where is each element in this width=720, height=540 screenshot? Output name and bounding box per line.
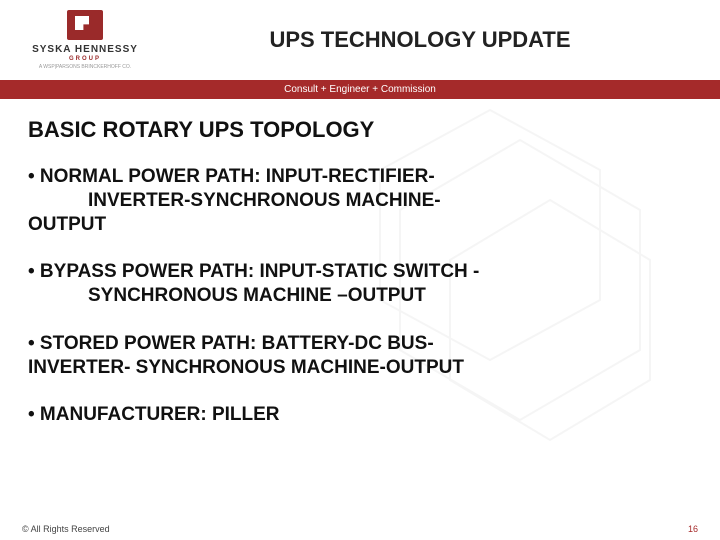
logo-icon: [67, 10, 103, 40]
page-title: UPS TECHNOLOGY UPDATE: [150, 27, 720, 53]
copyright: © All Rights Reserved: [22, 524, 110, 534]
logo: SYSKA HENNESSY GROUP A WSP|PARSONS BRINC…: [20, 10, 150, 70]
tagline-bar: Consult + Engineer + Commission: [0, 80, 720, 99]
header: SYSKA HENNESSY GROUP A WSP|PARSONS BRINC…: [0, 0, 720, 80]
bullet-stored-power: • STORED POWER PATH: BATTERY-DC BUS- INV…: [28, 332, 692, 380]
bullet-manufacturer: • MANUFACTURER: PILLER: [28, 403, 692, 427]
logo-sub: GROUP: [69, 56, 101, 62]
bullet-line: SYNCHRONOUS MACHINE –OUTPUT: [28, 284, 692, 308]
bullet-line: OUTPUT: [28, 213, 692, 237]
bullet-normal-power: • NORMAL POWER PATH: INPUT-RECTIFIER- IN…: [28, 165, 692, 236]
bullet-line: • STORED POWER PATH: BATTERY-DC BUS-: [28, 332, 692, 356]
bullet-line: • MANUFACTURER: PILLER: [28, 403, 692, 427]
bullet-line: • BYPASS POWER PATH: INPUT-STATIC SWITCH…: [28, 260, 692, 284]
logo-tagline: A WSP|PARSONS BRINCKERHOFF CO.: [39, 64, 131, 70]
slide-title: BASIC ROTARY UPS TOPOLOGY: [28, 117, 692, 143]
bullet-line: INVERTER-SYNCHRONOUS MACHINE-: [28, 189, 692, 213]
footer: © All Rights Reserved 16: [0, 524, 720, 534]
page-number: 16: [688, 524, 698, 534]
bullet-bypass-power: • BYPASS POWER PATH: INPUT-STATIC SWITCH…: [28, 260, 692, 308]
slide-content: BASIC ROTARY UPS TOPOLOGY • NORMAL POWER…: [0, 99, 720, 427]
bullet-line: • NORMAL POWER PATH: INPUT-RECTIFIER-: [28, 165, 692, 189]
bullet-line: INVERTER- SYNCHRONOUS MACHINE-OUTPUT: [28, 356, 692, 380]
logo-name: SYSKA HENNESSY: [32, 44, 138, 55]
